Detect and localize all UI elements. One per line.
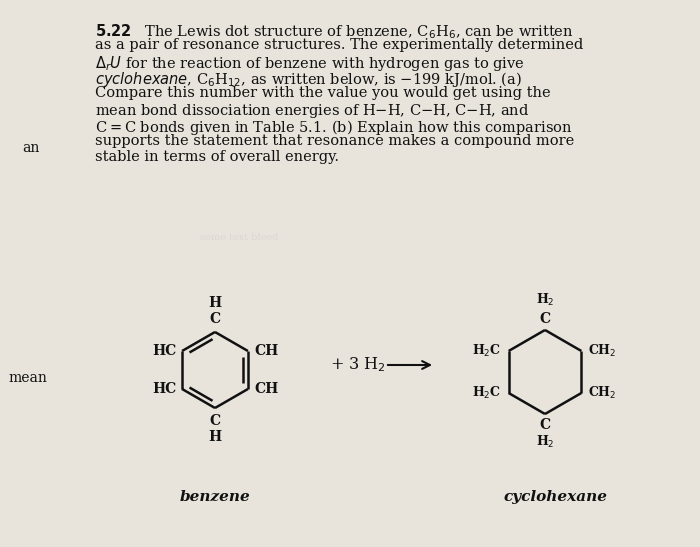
Text: supports the statement that resonance makes a compound more: supports the statement that resonance ma… (95, 134, 574, 148)
Text: benzene: benzene (180, 490, 251, 504)
Text: some text bleed: some text bleed (200, 233, 279, 242)
Text: C: C (540, 418, 551, 432)
Text: H$_2$C: H$_2$C (473, 385, 502, 401)
Text: Compare this number with the value you would get using the: Compare this number with the value you w… (95, 86, 551, 100)
Text: CH: CH (254, 382, 278, 396)
Text: $\mathit{\Delta_r}$$\mathit{U}$ for the reaction of benzene with hydrogen gas to: $\mathit{\Delta_r}$$\mathit{U}$ for the … (95, 54, 525, 73)
Text: C: C (209, 312, 220, 326)
Text: mean bond dissociation energies of H$-$H, C$-$H, C$-$H, and: mean bond dissociation energies of H$-$H… (95, 102, 529, 120)
Text: C: C (540, 312, 551, 326)
Text: HC: HC (152, 344, 176, 358)
Text: C$=$C bonds given in Table 5.1. (b) Explain how this comparison: C$=$C bonds given in Table 5.1. (b) Expl… (95, 118, 573, 137)
Text: HC: HC (152, 382, 176, 396)
Text: $\mathbf{5.22}$   The Lewis dot structure of benzene, C$_6$H$_6$, can be written: $\mathbf{5.22}$ The Lewis dot structure … (95, 22, 574, 40)
Text: H: H (209, 296, 222, 310)
Text: CH: CH (254, 344, 278, 358)
Text: mean: mean (8, 371, 47, 385)
Text: H$_2$: H$_2$ (536, 434, 554, 450)
Text: an: an (22, 141, 39, 155)
Text: $\mathit{cyclohexane}$, C$_6$H$_{12}$, as written below, is $-$199 kJ/mol. (a): $\mathit{cyclohexane}$, C$_6$H$_{12}$, a… (95, 70, 522, 89)
Text: as a pair of resonance structures. The experimentally determined: as a pair of resonance structures. The e… (95, 38, 583, 52)
Text: + 3 H$_2$: + 3 H$_2$ (330, 356, 386, 374)
Text: cyclohexane: cyclohexane (503, 490, 607, 504)
Text: CH$_2$: CH$_2$ (589, 343, 617, 359)
Text: C: C (209, 414, 220, 428)
Text: stable in terms of overall energy.: stable in terms of overall energy. (95, 150, 339, 164)
Text: CH$_2$: CH$_2$ (589, 385, 617, 401)
Text: H$_2$: H$_2$ (536, 292, 554, 308)
Text: H: H (209, 430, 222, 444)
Text: H$_2$C: H$_2$C (473, 343, 502, 359)
